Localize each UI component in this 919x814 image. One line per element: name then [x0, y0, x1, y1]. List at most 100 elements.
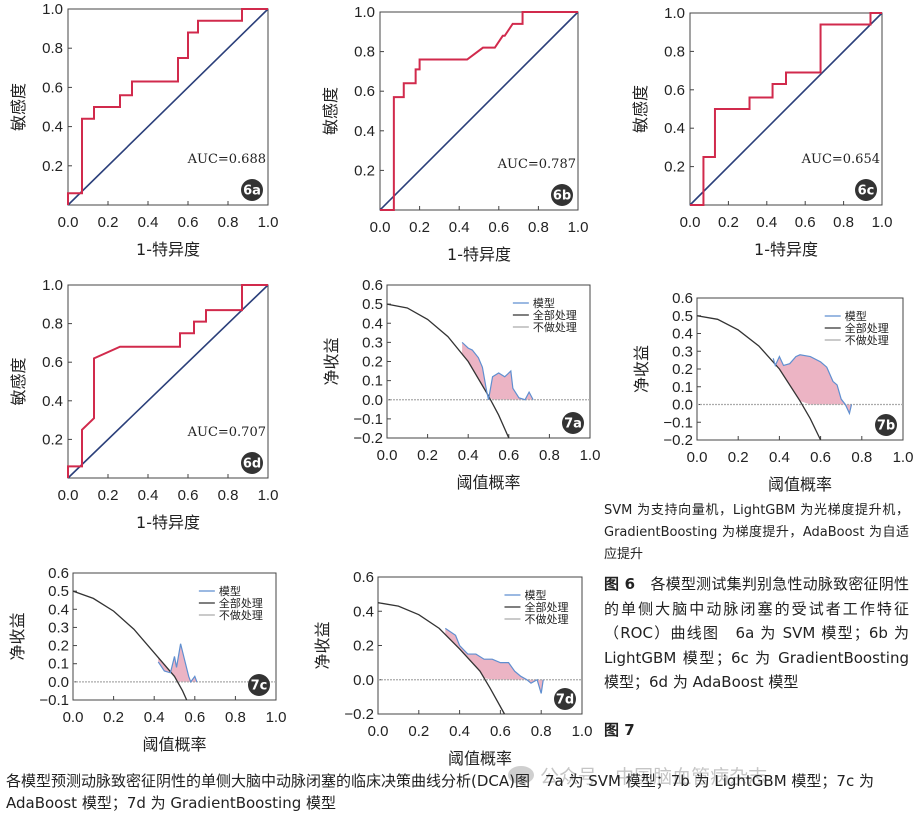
- x-tick-label: 0.2: [417, 447, 438, 464]
- reference-diagonal: [689, 12, 883, 206]
- net-benefit-area: [773, 354, 852, 414]
- y-tick-label: 0.4: [672, 326, 693, 343]
- x-tick-label: 1.0: [258, 487, 279, 504]
- x-tick-label: 0.6: [178, 487, 199, 504]
- x-tick-label: 1.0: [893, 449, 914, 466]
- x-tick-label: 0.6: [795, 214, 816, 231]
- y-tick-label: 0.8: [42, 316, 63, 333]
- y-tick-label: 0.2: [664, 159, 685, 176]
- y-tick-label: −0.1: [663, 414, 693, 431]
- y-tick-label: 1.0: [42, 277, 63, 294]
- y-tick-label: 0.3: [672, 343, 693, 360]
- y-tick-label: 0.2: [672, 361, 693, 378]
- y-tick-label: 1.0: [354, 4, 375, 21]
- figure-7-text: 各模型预测动脉致密征阴性的单侧大脑中动脉闭塞的临床决策曲线分析(DCA)图 7a…: [6, 772, 874, 812]
- figure-badge: [875, 414, 897, 436]
- y-tick-label: 0.3: [48, 619, 69, 636]
- chart-svg-7c: 0.0 0.2 0.4 0.6 0.8 1.00.60.50.40.30.20.10.0−…: [8, 565, 287, 754]
- x-tick-label: 1.0: [580, 447, 601, 464]
- x-tick-label: 1.0: [572, 723, 593, 740]
- y-tick-label: 0.4: [48, 601, 69, 618]
- x-tick-label: 0.2: [98, 487, 119, 504]
- x-tick-label: 0.4: [458, 447, 479, 464]
- y-tick-label: 0.1: [672, 379, 693, 396]
- x-tick-label: 0.2: [728, 449, 749, 466]
- y-axis-label: 敏感度: [631, 85, 650, 133]
- x-tick-label: 0.0: [63, 709, 84, 726]
- chart-svg-6b: 0.0 0.2 0.4 0.6 0.8 1.0 0.2 0.4 0.6 0.8 1.0 AUC=0.7…: [321, 4, 588, 264]
- net-benefit-area: [445, 628, 544, 694]
- figure-badge: [554, 688, 576, 710]
- x-axis-label: 1-特异度: [136, 240, 200, 259]
- chart-group-6d: 0.0 0.2 0.4 0.6 0.8 1.0 0.2 0.4 0.6 0.8 1.0 AUC=0.7…: [9, 277, 278, 532]
- roc-curve: [67, 8, 268, 205]
- figure-badge-label: 6a: [243, 184, 261, 199]
- x-tick-label: 0.4: [138, 487, 159, 504]
- x-tick-label: 0.2: [718, 214, 739, 231]
- y-tick-label: 0.5: [48, 583, 69, 600]
- y-axis-label: 敏感度: [321, 87, 340, 135]
- y-tick-label: 0.2: [354, 162, 375, 179]
- treat-all-curve: [377, 602, 506, 715]
- figure-badge-label: 7b: [877, 419, 895, 434]
- x-tick-label: 0.8: [218, 487, 239, 504]
- figure-badge-label: 6c: [858, 184, 875, 199]
- legend-label-model: 模型: [845, 309, 867, 323]
- chart-svg-6d: 0.0 0.2 0.4 0.6 0.8 1.0 0.2 0.4 0.6 0.8 1.0 AUC=0.7…: [9, 277, 278, 532]
- y-tick-label: 0.0: [362, 392, 383, 409]
- x-axis-label: 1-特异度: [136, 513, 200, 532]
- y-tick-label: 0.0: [48, 674, 69, 691]
- legend-label-none: 不做处理: [533, 320, 577, 334]
- y-axis-label: 敏感度: [9, 83, 28, 131]
- chart-svg-6c: 0.0 0.2 0.4 0.6 0.8 1.0 0.2 0.4 0.6 0.8 1.0 AUC=0.6…: [631, 5, 892, 259]
- y-tick-label: 0.4: [664, 120, 685, 137]
- figure-badge-label: 7a: [564, 417, 582, 432]
- net-benefit-area: [462, 342, 534, 400]
- y-tick-label: 0.2: [362, 354, 383, 371]
- y-tick-label: 0.6: [42, 354, 63, 371]
- model-curve: [772, 354, 853, 416]
- roc-curve: [380, 11, 578, 211]
- y-tick-label: 0.2: [42, 158, 63, 175]
- x-tick-label: 0.8: [833, 214, 854, 231]
- x-tick-label: 0.8: [528, 219, 549, 236]
- x-tick-label: 0.4: [769, 449, 790, 466]
- y-tick-label: 0.2: [48, 638, 69, 655]
- x-tick-label: 0.4: [756, 214, 777, 231]
- x-tick-label: 0.4: [144, 709, 165, 726]
- legend-label-all: 全部处理: [533, 308, 577, 322]
- y-tick-label: 0.6: [354, 83, 375, 100]
- x-tick-label: 0.6: [810, 449, 831, 466]
- y-axis-label: 敏感度: [9, 357, 28, 405]
- figure-badge: [551, 184, 573, 206]
- x-tick-label: 0.2: [103, 709, 124, 726]
- plot-frame: [689, 12, 883, 206]
- figure-6-label: 图 6: [604, 575, 636, 593]
- legend-label-none: 不做处理: [845, 333, 889, 347]
- x-tick-label: 0.8: [531, 723, 552, 740]
- x-tick-label: 0.8: [225, 709, 246, 726]
- x-tick-label: 0.4: [449, 219, 470, 236]
- abbreviation-note: SVM 为支持向量机，LightGBM 为光梯度提升机，GradientBoos…: [604, 503, 909, 562]
- figure-badge: [241, 179, 263, 201]
- y-tick-label: 0.6: [664, 82, 685, 99]
- x-tick-label: 0.8: [851, 449, 872, 466]
- wechat-icon: [508, 766, 534, 784]
- auc-label: AUC=0.787: [497, 157, 576, 172]
- plot-frame: [67, 8, 269, 206]
- x-tick-label: 0.0: [370, 219, 391, 236]
- y-tick-label: 0.5: [672, 308, 693, 325]
- plot-frame: [379, 11, 579, 211]
- x-tick-label: 0.6: [184, 709, 205, 726]
- auc-label: AUC=0.707: [187, 425, 266, 440]
- x-tick-label: 0.4: [138, 214, 159, 231]
- y-tick-label: 1.0: [664, 5, 685, 22]
- figure-6-text: 各模型测试集判别急性动脉致密征阴性的单侧大脑中动脉闭塞的受试者工作特征（ROC）…: [604, 575, 909, 691]
- y-tick-label: 0.6: [42, 79, 63, 96]
- plot-frame: [377, 576, 583, 715]
- y-tick-label: 0.8: [42, 40, 63, 57]
- x-tick-label: 0.2: [408, 723, 429, 740]
- x-tick-label: 1.0: [266, 709, 287, 726]
- x-tick-label: 0.0: [687, 449, 708, 466]
- y-tick-label: 0.2: [353, 638, 374, 655]
